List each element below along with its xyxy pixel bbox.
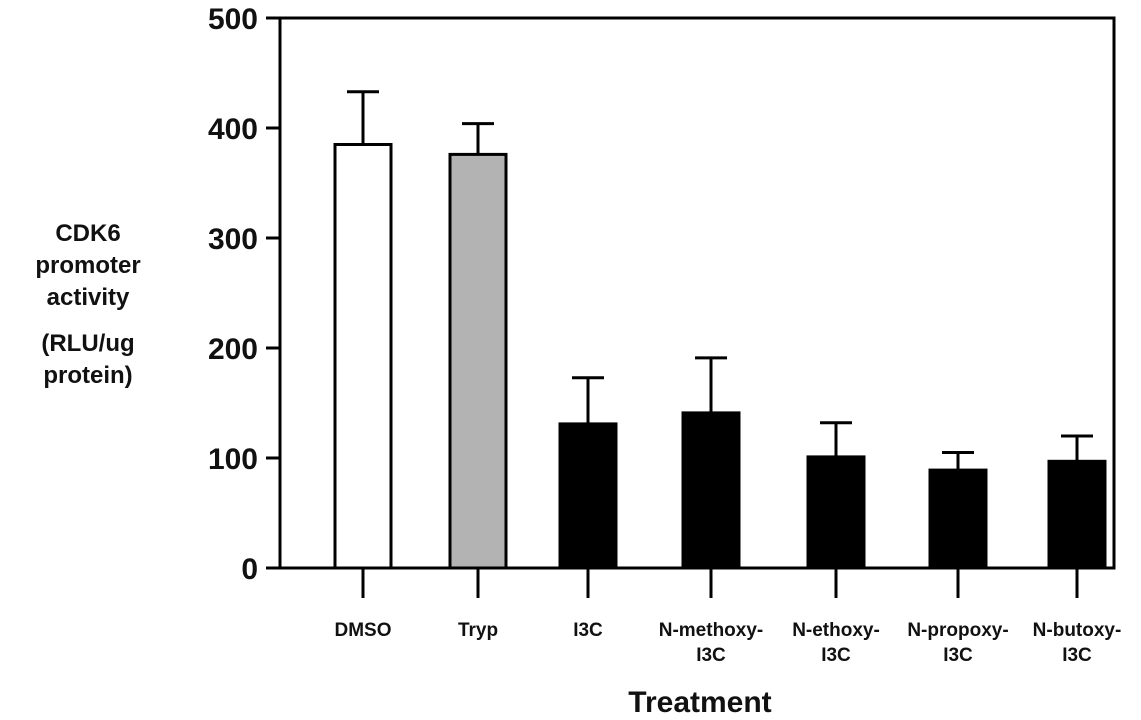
x-axis-title: Treatment	[628, 686, 771, 719]
x-tick-label: I3C	[1062, 645, 1092, 666]
bar	[1047, 459, 1107, 570]
x-tick-label: N-methoxy-	[659, 620, 764, 641]
bars-group	[333, 90, 1107, 570]
bar	[806, 455, 866, 570]
x-tick-label: DMSO	[335, 620, 392, 641]
y-tick-label: 200	[208, 333, 258, 366]
bar	[681, 411, 741, 570]
x-tick-label: I3C	[943, 645, 973, 666]
x-tick-label: N-propoxy-	[907, 620, 1008, 641]
bar	[333, 143, 393, 570]
y-axis-title-line: (RLU/ug	[41, 330, 135, 357]
y-axis: 0 100 200 300 400 500	[208, 3, 280, 586]
y-axis-title-line: protein)	[43, 362, 133, 389]
y-tick-label: 300	[208, 223, 258, 256]
y-tick-label: 400	[208, 113, 258, 146]
y-axis-title-line: CDK6	[55, 220, 121, 247]
y-tick-label: 500	[208, 3, 258, 36]
y-axis-title-line: promoter	[35, 252, 141, 279]
y-axis-title-line: activity	[46, 284, 130, 311]
x-axis: DMSO Tryp I3C N-methoxy- I3C N-ethoxy- I3C N-pr…	[335, 568, 1122, 666]
x-tick-label: Tryp	[458, 620, 498, 641]
y-axis-title: CDK6 promoter activity (RLU/ug protein)	[8, 218, 168, 392]
bar	[558, 422, 618, 570]
y-tick-label: 0	[241, 553, 258, 586]
x-tick-label: N-ethoxy-	[792, 620, 880, 641]
y-tick-label: 100	[208, 443, 258, 476]
x-tick-label: N-butoxy-	[1033, 620, 1122, 641]
bar	[448, 152, 508, 570]
x-tick-label: I3C	[696, 645, 726, 666]
x-tick-label: I3C	[821, 645, 851, 666]
x-tick-label: I3C	[573, 620, 603, 641]
bar	[928, 468, 988, 570]
